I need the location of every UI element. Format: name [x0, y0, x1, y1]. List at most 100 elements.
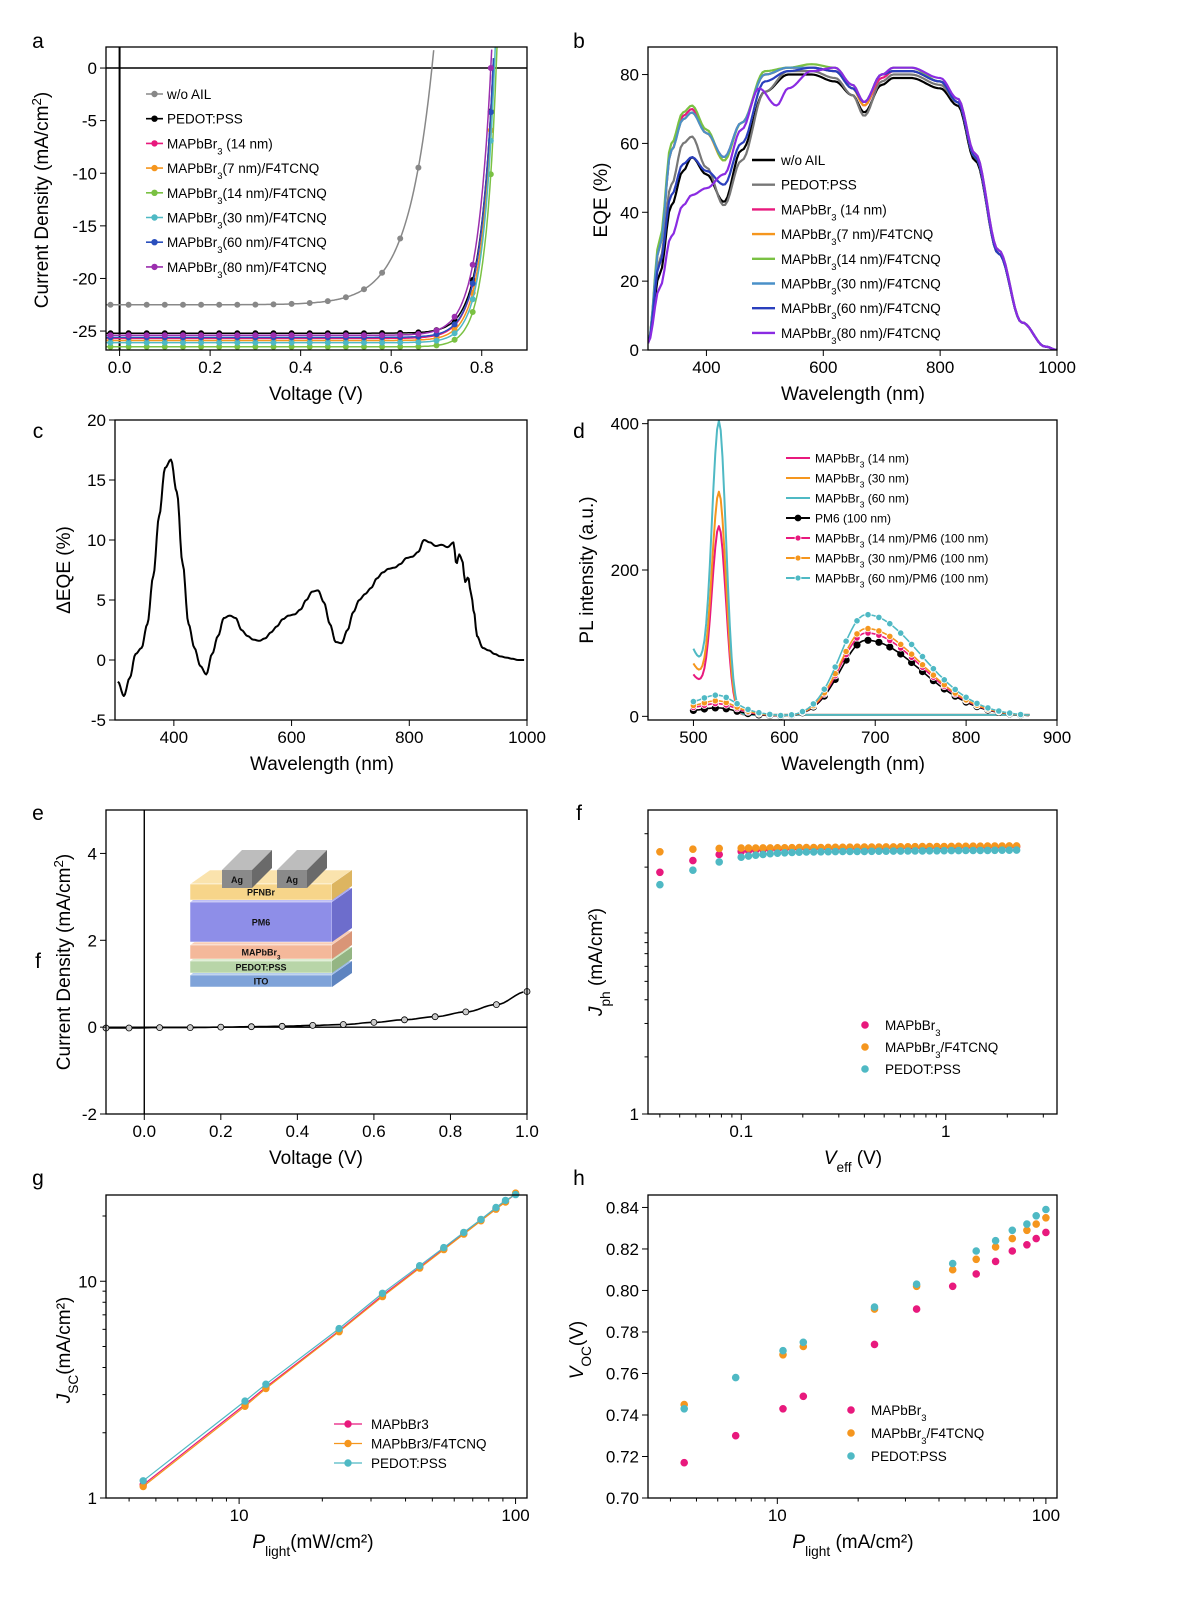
pl-marker-3 — [875, 638, 883, 646]
legend-label-h-1: MAPbBr3/F4TCNQ — [871, 1426, 984, 1447]
jv-marker-5 — [433, 337, 440, 344]
axis-title-sub: light — [265, 1544, 290, 1559]
label-part: MAPbBr — [167, 136, 218, 151]
label-part: (60 nm)/F4TCNQ — [837, 301, 941, 316]
pl-marker-6 — [940, 676, 948, 684]
jv-marker-5 — [415, 339, 422, 346]
legend-marker — [151, 214, 158, 221]
dark-jv-marker — [217, 1023, 225, 1031]
jph-marker-2 — [766, 849, 774, 858]
legend-label-a-7: MAPbBr3(80 nm)/F4TCNQ — [167, 260, 327, 281]
x-tick-label: 600 — [277, 728, 305, 747]
legend-label-a-0: w/o AIL — [166, 87, 212, 102]
legend-label-g-1: MAPbBr3/F4TCNQ — [371, 1437, 487, 1452]
legend-marker — [794, 554, 802, 562]
label-part: MAPbBr — [815, 532, 860, 546]
pl-marker-6 — [1016, 710, 1025, 719]
legend-marker — [151, 263, 158, 271]
pl-marker-6 — [842, 637, 850, 645]
x-axis-title: Veff (V) — [824, 1148, 882, 1175]
legend-marker — [847, 1406, 855, 1414]
voc-marker-1 — [1042, 1214, 1050, 1222]
y-tick-label: 0 — [630, 707, 639, 726]
jv-marker-7 — [125, 332, 132, 339]
jv-marker-5 — [234, 339, 241, 346]
jph-marker-2 — [947, 846, 956, 855]
x-tick-label: 400 — [692, 358, 720, 377]
jph-marker-2 — [656, 880, 664, 889]
dark-jv-marker — [492, 1001, 500, 1008]
voc-marker-0 — [870, 1340, 879, 1349]
voc-marker-1 — [972, 1255, 980, 1264]
jv-marker-0 — [415, 164, 422, 171]
jv-marker-7 — [433, 327, 440, 334]
pl-marker-6 — [973, 699, 981, 708]
jph-marker-2 — [715, 858, 723, 866]
jv-marker-7 — [161, 332, 168, 339]
jv-marker-0 — [342, 294, 349, 301]
pl-marker-6 — [777, 711, 785, 720]
electrode-front — [277, 870, 307, 888]
y-tick-label: -2 — [82, 1105, 97, 1124]
label-part: MAPbBr — [781, 301, 832, 316]
x-tick-label: 0.4 — [289, 358, 313, 377]
panel-label-f-stray: f — [35, 950, 41, 973]
layer-side — [332, 947, 352, 973]
jv-marker-5 — [397, 339, 404, 346]
y-axis-title: JSC(mA/cm²) — [54, 1297, 81, 1405]
panel-label-a: a — [32, 30, 44, 53]
y-axis-title: Jph (mA/cm²) — [586, 908, 613, 1017]
dark-jv-marker — [125, 1024, 133, 1032]
label-sub: 3 — [277, 954, 281, 961]
x-tick-label: 100 — [501, 1506, 529, 1525]
x-axis-title: Wavelength (nm) — [781, 384, 925, 405]
label-part: (14 nm) — [837, 202, 887, 217]
jv-marker-0 — [324, 298, 331, 305]
label-part: MAPbBr — [871, 1426, 922, 1441]
jv-marker-5 — [469, 296, 476, 303]
y-tick-label: 0.80 — [606, 1281, 639, 1300]
y-tick-label: 0.74 — [606, 1406, 639, 1425]
voc-marker-1 — [1032, 1220, 1040, 1228]
jv-marker-5 — [107, 339, 114, 346]
panel-d: d 500 600 700 800 900 0 200 400 Wavelength (nm) PL… — [573, 415, 1071, 775]
legend-marker — [151, 140, 158, 147]
jv-marker-0 — [379, 269, 386, 276]
axis-title-sub: eff — [837, 1160, 852, 1175]
label-part: MAPbBr — [815, 552, 860, 566]
legend-label-b-4: MAPbBr3(14 nm)/F4TCNQ — [781, 252, 941, 273]
legend-label-b-3: MAPbBr3(7 nm)/F4TCNQ — [781, 227, 933, 248]
jph-marker-2 — [969, 846, 977, 855]
y-tick-label: 1 — [88, 1489, 97, 1508]
legend-label-d-1: MAPbBr3 (30 nm) — [815, 472, 909, 490]
jv-marker-7 — [342, 332, 349, 339]
label-sub: 3 — [831, 212, 836, 223]
legend-label-b-6: MAPbBr3(60 nm)/F4TCNQ — [781, 301, 941, 322]
legend-marker — [861, 1065, 869, 1073]
legend-label-h-0: MAPbBr3 — [871, 1403, 927, 1424]
voc-marker-2 — [948, 1259, 957, 1268]
legend-marker — [151, 90, 158, 98]
y-tick-label: 5 — [97, 591, 106, 610]
jph-marker-2 — [802, 848, 811, 856]
jv-marker-7 — [234, 332, 241, 339]
legend-marker — [861, 1043, 869, 1051]
label-part: (80 nm)/F4TCNQ — [837, 326, 941, 341]
label-part: (7 nm)/F4TCNQ — [837, 227, 934, 242]
label-sub: 3 — [860, 580, 865, 590]
label-part: MAPbBr — [781, 202, 832, 217]
series-group — [648, 63, 1057, 350]
electrode-front — [222, 870, 252, 888]
jv-marker-5 — [342, 339, 349, 346]
pl-marker-6 — [962, 693, 970, 701]
jv-marker-0 — [143, 301, 150, 308]
jph-marker-2 — [737, 853, 745, 861]
voc-marker-2 — [799, 1338, 808, 1347]
jv-marker-5 — [179, 339, 186, 346]
pl-marker-6 — [733, 700, 741, 708]
pl-marker-6 — [984, 704, 992, 712]
jph-marker-0 — [689, 856, 697, 865]
jv-marker-5 — [252, 339, 259, 346]
legend-label-g-2: PEDOT:PSS — [371, 1456, 447, 1471]
